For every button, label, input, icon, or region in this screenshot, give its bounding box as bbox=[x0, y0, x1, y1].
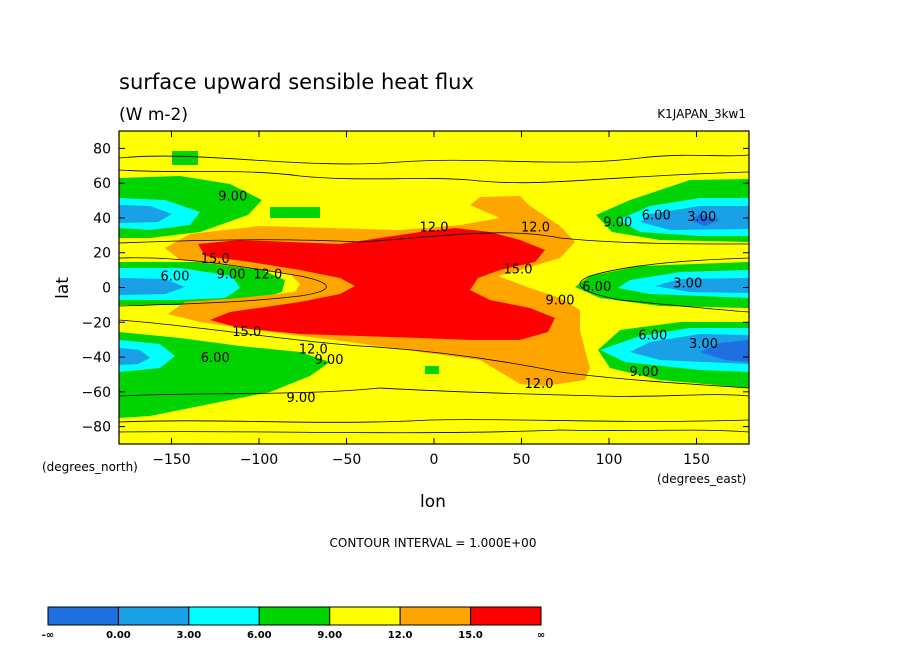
green-patch-south bbox=[425, 366, 439, 374]
blue-region-equator-east bbox=[655, 278, 749, 293]
contour-line bbox=[119, 154, 749, 165]
contour-interval-text: CONTOUR INTERVAL = 1.000E+00 bbox=[330, 536, 537, 550]
colorbar-label: 3.00 bbox=[177, 630, 202, 641]
contour-label: 12.0 bbox=[253, 268, 282, 283]
contour-label: 3.00 bbox=[687, 210, 716, 225]
x-units-label: (degrees_east) bbox=[657, 472, 746, 486]
colorbar-swatch bbox=[399, 606, 472, 626]
colorbar-label: -∞ bbox=[42, 630, 54, 641]
deep-blue-region-south-east bbox=[700, 340, 749, 362]
contour-line bbox=[119, 257, 327, 307]
colorbar-swatch bbox=[258, 606, 331, 626]
colorbar-label: 15.0 bbox=[458, 630, 483, 641]
colorbar-swatch bbox=[117, 606, 190, 626]
colorbar-swatch bbox=[329, 606, 401, 626]
contour-label: 9.00 bbox=[287, 391, 316, 406]
x-tick-label: 50 bbox=[513, 452, 531, 468]
contour-label: 6.00 bbox=[582, 280, 611, 295]
contour-line bbox=[119, 429, 749, 434]
contour-label: 3.00 bbox=[673, 276, 702, 291]
colorbar: -∞ 0.00 3.00 6.00 9.00 12.0 15.0 ∞ bbox=[42, 606, 545, 641]
contour-line bbox=[119, 319, 749, 389]
contour-label: 9.00 bbox=[546, 294, 575, 309]
chart-units: (W m-2) bbox=[119, 105, 188, 125]
contour-line bbox=[119, 419, 749, 423]
x-tick-label: 150 bbox=[683, 452, 710, 468]
deep-blue-region-north-east bbox=[690, 214, 720, 226]
y-axis-label: lat bbox=[53, 277, 73, 299]
blue-region-north-west bbox=[119, 205, 172, 223]
x-tick-label: −100 bbox=[240, 452, 278, 468]
x-tick-label: 100 bbox=[596, 452, 623, 468]
contour-line bbox=[119, 387, 749, 397]
y-tick-label: 80 bbox=[93, 141, 111, 157]
y-tick-label: 60 bbox=[93, 176, 111, 192]
y-tick-label: −20 bbox=[81, 315, 111, 331]
contour-line bbox=[119, 169, 749, 184]
colorbar-label: 6.00 bbox=[247, 630, 272, 641]
x-axis-label: lon bbox=[420, 492, 446, 512]
contour-label: 9.00 bbox=[630, 365, 659, 380]
contour-label: 9.00 bbox=[217, 268, 246, 283]
x-tick-label: −50 bbox=[332, 452, 362, 468]
colorbar-swatch bbox=[47, 606, 119, 626]
contour-label: 6.00 bbox=[642, 208, 671, 223]
contour-label: 15.0 bbox=[504, 262, 533, 277]
colorbar-label: ∞ bbox=[537, 630, 545, 641]
colorbar-label: 12.0 bbox=[388, 630, 413, 641]
green-patch-north bbox=[270, 207, 320, 218]
contour-label: 12.0 bbox=[420, 221, 449, 236]
y-tick-label: 40 bbox=[93, 211, 111, 227]
x-tick-label: 0 bbox=[430, 452, 439, 468]
contour-line bbox=[579, 257, 749, 313]
contour-label: 15.0 bbox=[201, 252, 230, 267]
colorbar-swatch bbox=[188, 606, 260, 626]
contour-label: 3.00 bbox=[689, 337, 718, 352]
y-tick-label: −80 bbox=[81, 420, 111, 436]
contour-label: 9.00 bbox=[315, 353, 344, 368]
contour-label: 9.00 bbox=[603, 215, 632, 230]
contour-line bbox=[119, 232, 749, 245]
contour-label: 6.00 bbox=[638, 328, 667, 343]
contour-field bbox=[119, 131, 749, 444]
contour-label: 6.00 bbox=[161, 269, 190, 284]
colorbar-label: 0.00 bbox=[106, 630, 131, 641]
green-patch-arctic bbox=[172, 151, 198, 165]
y-tick-label: −60 bbox=[81, 385, 111, 401]
colorbar-label: 9.00 bbox=[317, 630, 342, 641]
dataset-label: K1JAPAN_3kw1 bbox=[657, 107, 746, 121]
contour-label: 9.00 bbox=[218, 189, 247, 204]
contour-lines bbox=[119, 154, 749, 434]
contour-label: 12.0 bbox=[521, 221, 550, 236]
contour-label: 15.0 bbox=[232, 325, 261, 340]
x-tick-label: −150 bbox=[152, 452, 190, 468]
y-tick-label: 0 bbox=[102, 281, 111, 297]
axis-ticks: −150 −100 −50 0 50 100 150 80 60 40 20 0 −20 −40 −60 −8… bbox=[81, 131, 749, 468]
y-tick-label: 20 bbox=[93, 246, 111, 262]
y-units-label: (degrees_north) bbox=[42, 460, 138, 474]
contour-label: 6.00 bbox=[201, 351, 230, 366]
red-region-tropics bbox=[198, 228, 555, 340]
colorbar-swatch bbox=[470, 606, 542, 626]
chart-title: surface upward sensible heat flux bbox=[119, 70, 474, 94]
contour-label: 12.0 bbox=[525, 377, 554, 392]
blue-region-equator-west bbox=[119, 278, 185, 295]
blue-region-south-west bbox=[119, 348, 150, 365]
y-tick-label: −40 bbox=[81, 350, 111, 366]
contour-label: 12.0 bbox=[299, 342, 328, 357]
